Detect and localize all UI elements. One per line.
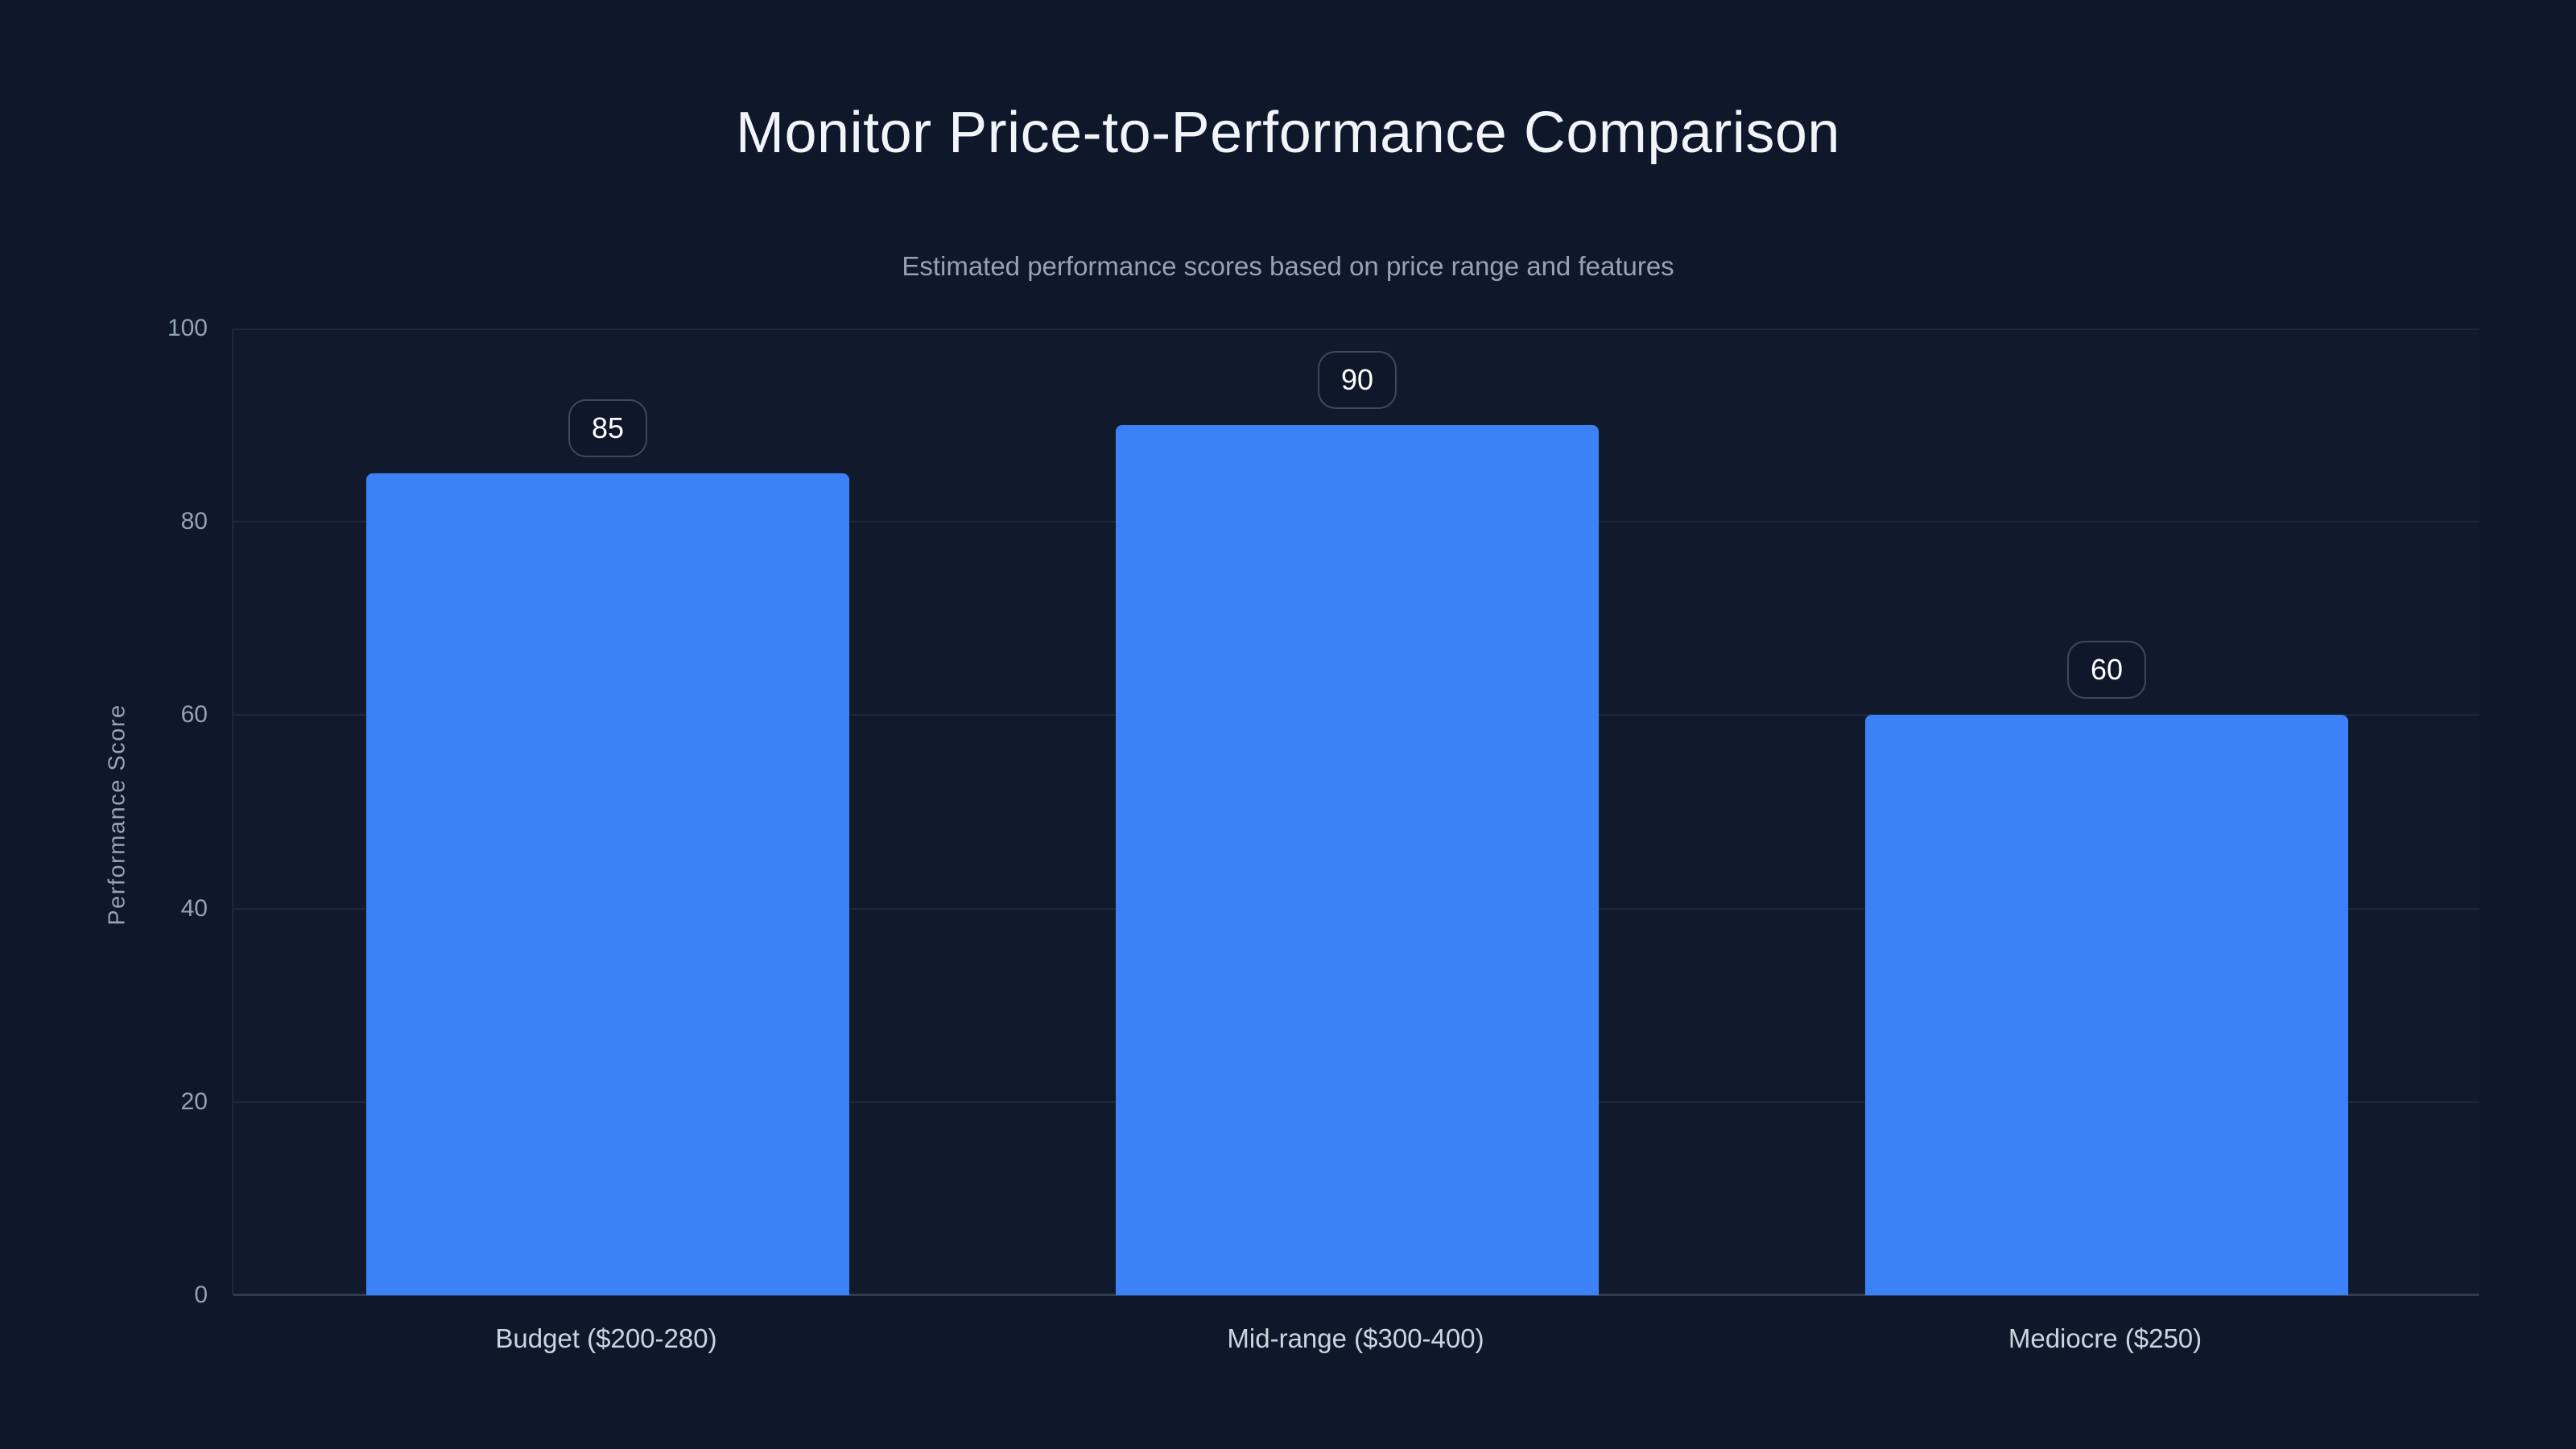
x-category-label-2: Mid-range ($300-400) [1227, 1323, 1484, 1353]
y-tick-label-60: 60 [180, 701, 208, 728]
value-badge-1: 85 [568, 399, 647, 457]
y-axis-title: Performance Score [104, 704, 130, 926]
y-tick-label-80: 80 [180, 508, 208, 535]
x-category-label-1: Budget ($200-280) [495, 1323, 717, 1353]
y-tick-label-100: 100 [167, 315, 208, 341]
gridline-y-100 [233, 328, 2479, 330]
x-category-label-3: Mediocre ($250) [2008, 1323, 2202, 1353]
value-badge-3: 60 [2067, 641, 2146, 699]
value-badge-2: 90 [1318, 351, 1397, 409]
bar-1 [366, 473, 849, 1295]
bar-2 [1116, 425, 1599, 1295]
chart-subtitle: Estimated performance scores based on pr… [902, 251, 1674, 281]
y-tick-label-40: 40 [180, 895, 208, 922]
y-tick-label-0: 0 [194, 1282, 208, 1308]
bar-3 [1865, 715, 2348, 1295]
y-tick-label-20: 20 [180, 1088, 208, 1115]
chart-title: Monitor Price-to-Performance Comparison [736, 101, 1840, 165]
plot-area: 85 90 60 [232, 328, 2479, 1296]
